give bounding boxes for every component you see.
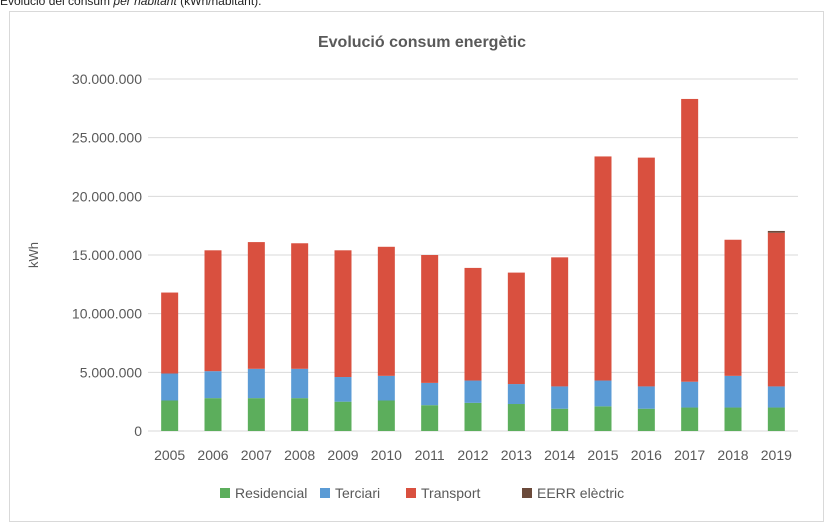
- legend-label: Terciari: [335, 485, 380, 501]
- bar-segment-residencial: [334, 401, 352, 431]
- x-tick-label: 2018: [717, 447, 748, 463]
- bar-segment-transport: [594, 156, 612, 381]
- bar-segment-transport: [551, 257, 569, 387]
- bar-segment-residencial: [767, 407, 785, 431]
- x-tick-label: 2014: [544, 447, 575, 463]
- y-tick-label: 15.000.000: [72, 247, 142, 263]
- y-tick-label: 30.000.000: [72, 71, 142, 87]
- bar-segment-transport: [334, 250, 352, 378]
- bar-segment-eerr-el-ctric: [767, 230, 785, 233]
- bar-segment-residencial: [724, 407, 742, 431]
- x-tick-label: 2007: [241, 447, 272, 463]
- y-tick-label: 0: [134, 423, 142, 439]
- bar-segment-transport: [421, 255, 439, 383]
- bars: [161, 98, 785, 431]
- x-axis-ticks: 2005 2006 2007 2008 2009 2010 2011 2012 2013 2014…: [154, 447, 792, 463]
- legend-swatch-transport: [406, 488, 416, 498]
- bar-segment-residencial: [681, 407, 699, 431]
- x-tick-label: 2009: [327, 447, 358, 463]
- bar-segment-transport: [507, 272, 525, 385]
- chart-title: Evolució consum energètic: [318, 34, 526, 51]
- bar-segment-terciari: [681, 381, 699, 408]
- x-tick-label: 2010: [371, 447, 402, 463]
- bar-segment-terciari: [161, 373, 179, 401]
- legend-label: Residencial: [235, 485, 307, 501]
- bar-segment-residencial: [421, 405, 439, 431]
- bar-segment-terciari: [551, 386, 569, 409]
- bar-segment-terciari: [767, 386, 785, 408]
- x-tick-label: 2013: [501, 447, 532, 463]
- x-tick-label: 2006: [197, 447, 228, 463]
- y-tick-label: 5.000.000: [80, 364, 142, 380]
- bar-segment-transport: [247, 242, 265, 369]
- bar-segment-terciari: [724, 375, 742, 408]
- bar-segment-transport: [681, 98, 699, 382]
- caption-prefix: Evolució del consum: [0, 0, 111, 8]
- legend-swatch-terciari: [320, 488, 330, 498]
- bar-segment-transport: [161, 292, 179, 374]
- y-axis-label: kWh: [26, 242, 41, 268]
- bar-segment-transport: [464, 267, 482, 381]
- bar-segment-terciari: [594, 380, 612, 407]
- bar-segment-terciari: [291, 368, 309, 399]
- bar-segment-terciari: [247, 368, 265, 399]
- bar-segment-terciari: [204, 371, 222, 399]
- bar-segment-residencial: [377, 400, 395, 431]
- bar-segment-transport: [204, 250, 222, 372]
- bar-segment-transport: [377, 246, 395, 376]
- bar-segment-transport: [767, 232, 785, 387]
- bar-segment-terciari: [464, 380, 482, 403]
- x-tick-label: 2015: [587, 447, 618, 463]
- bar-segment-residencial: [594, 406, 612, 431]
- bar-segment-residencial: [247, 398, 265, 431]
- x-tick-label: 2008: [284, 447, 315, 463]
- y-tick-label: 20.000.000: [72, 188, 142, 204]
- y-axis-ticks: 0 5.000.000 10.000.000 15.000.000 20.000.000…: [72, 71, 142, 439]
- x-tick-label: 2011: [415, 447, 445, 463]
- legend: Residencial Terciari Transport EERR elèctri…: [220, 485, 624, 501]
- bar-segment-transport: [291, 243, 309, 369]
- x-tick-label: 2016: [631, 447, 662, 463]
- x-tick-label: 2019: [761, 447, 792, 463]
- bar-segment-terciari: [421, 382, 439, 406]
- legend-label: Transport: [421, 485, 481, 501]
- caption-suffix: (kWh/habitant).: [180, 0, 262, 8]
- caption-italic: per habitant: [113, 0, 177, 8]
- bar-segment-residencial: [291, 398, 309, 431]
- bar-segment-transport: [637, 157, 655, 387]
- figure-caption: Evolució del consum per habitant (kWh/ha…: [0, 0, 835, 8]
- bar-segment-terciari: [637, 386, 655, 409]
- bar-segment-transport: [724, 239, 742, 376]
- bar-segment-residencial: [464, 402, 482, 431]
- bar-segment-residencial: [637, 408, 655, 431]
- x-tick-label: 2012: [457, 447, 488, 463]
- bar-segment-terciari: [377, 375, 395, 401]
- bar-segment-residencial: [507, 404, 525, 431]
- bar-segment-residencial: [204, 398, 222, 431]
- legend-label: EERR elèctric: [537, 485, 624, 501]
- bar-segment-terciari: [334, 377, 352, 402]
- bar-segment-residencial: [161, 400, 179, 431]
- legend-swatch-eerr-el-ctric: [522, 488, 532, 498]
- x-tick-label: 2005: [154, 447, 185, 463]
- y-tick-label: 25.000.000: [72, 130, 142, 146]
- bar-segment-residencial: [551, 408, 569, 431]
- legend-swatch-residencial: [220, 488, 230, 498]
- x-tick-label: 2017: [674, 447, 705, 463]
- y-tick-label: 10.000.000: [72, 306, 142, 322]
- bar-segment-terciari: [507, 384, 525, 405]
